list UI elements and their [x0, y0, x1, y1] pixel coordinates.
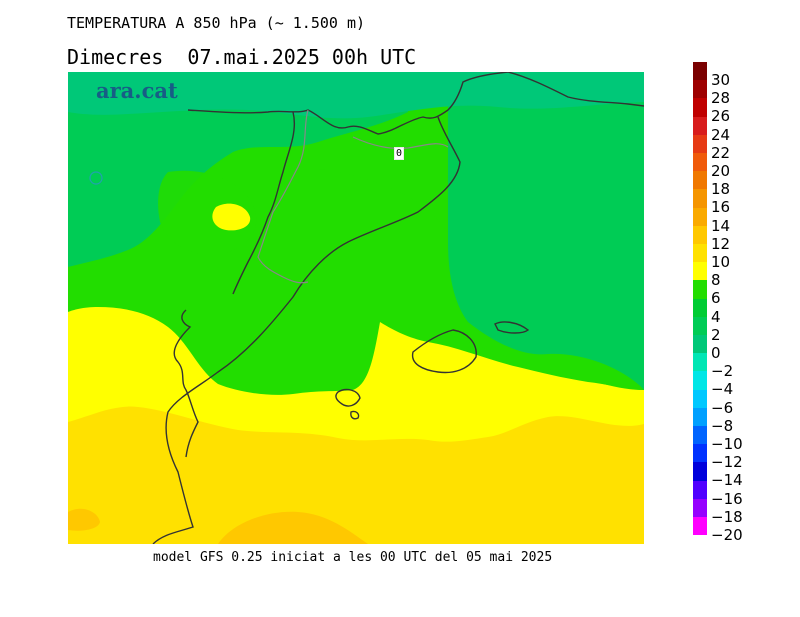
legend-swatch	[693, 189, 707, 208]
band-6-8-pocket	[212, 203, 251, 231]
legend-swatch	[693, 116, 707, 135]
legend-label: 12	[711, 234, 731, 253]
band-0-2	[68, 72, 644, 119]
temperature-map: ara.cat 0	[68, 72, 644, 544]
legend-swatch	[693, 225, 707, 244]
legend-label: −16	[711, 489, 743, 508]
coast-catalonia	[152, 116, 461, 544]
map-title: TEMPERATURA A 850 hPa (~ 1.500 m)	[67, 14, 366, 32]
legend-label: 24	[711, 125, 731, 144]
legend-swatch	[693, 280, 707, 299]
band-4-6-pocket	[158, 170, 257, 255]
legend-swatch	[693, 80, 707, 99]
provincial-borders	[257, 109, 449, 284]
balearic-islands	[335, 321, 530, 420]
legend-label: −6	[711, 398, 734, 417]
border-gray-2	[352, 136, 449, 149]
contour-label: 0	[394, 147, 405, 160]
legend-label: 14	[711, 216, 731, 235]
legend-swatch	[693, 444, 707, 463]
legend-label: 2	[711, 325, 721, 344]
legend-label: −8	[711, 416, 734, 435]
legend-label: −4	[711, 380, 734, 399]
color-legend	[693, 62, 707, 554]
legend-label: 18	[711, 180, 731, 199]
legend-swatch	[693, 480, 707, 499]
legend-label: 20	[711, 162, 731, 180]
band-10-12-west	[68, 508, 100, 531]
legend-label: 6	[711, 289, 721, 308]
band-2-4-west	[68, 72, 408, 267]
lake-marker	[89, 171, 103, 185]
legend-swatch	[693, 517, 707, 536]
legend-swatch	[693, 353, 707, 372]
island-ibiza	[335, 388, 361, 407]
band-10-12	[218, 511, 368, 544]
coast-mainland	[187, 72, 644, 135]
legend-label: 22	[711, 143, 731, 162]
legend-swatch	[693, 98, 707, 117]
legend-label: 28	[711, 89, 731, 108]
legend-swatch	[693, 335, 707, 354]
legend-label: −14	[711, 471, 743, 490]
island-formentera	[350, 410, 360, 420]
legend-label: 30	[711, 71, 731, 89]
legend-swatch	[693, 298, 707, 317]
legend-label: −12	[711, 453, 743, 472]
legend-label: −18	[711, 507, 743, 526]
legend-swatch	[693, 207, 707, 226]
legend-swatch	[693, 407, 707, 426]
island-menorca	[494, 321, 530, 334]
legend-swatch	[693, 316, 707, 335]
legend-label: −2	[711, 362, 734, 381]
legend-label: −20	[711, 526, 743, 544]
island-mallorca	[411, 329, 477, 374]
legend-label: 8	[711, 271, 721, 290]
legend-label: 16	[711, 198, 731, 217]
temperature-field	[68, 72, 644, 544]
legend-label: −10	[711, 435, 743, 453]
model-caption: model GFS 0.25 iniciat a les 00 UTC del …	[153, 550, 553, 565]
legend-label: 10	[711, 253, 731, 271]
legend-swatch	[693, 389, 707, 408]
legend-swatch	[693, 244, 707, 263]
coast-west	[173, 309, 199, 458]
legend-swatch	[693, 62, 707, 81]
border-france-spain	[232, 111, 295, 295]
legend-swatch	[693, 153, 707, 172]
legend-swatch	[693, 462, 707, 481]
brand-logo: ara.cat	[96, 78, 178, 103]
legend-swatch	[693, 134, 707, 153]
band-2-4-east	[448, 72, 644, 390]
border-gray-1	[257, 109, 309, 284]
legend-label: 4	[711, 307, 721, 326]
map-datetime: Dimecres 07.mai.2025 00h UTC	[67, 45, 417, 69]
legend-label: 26	[711, 107, 731, 126]
legend-labels: 30 28 26 24 22 20 18 16 14 12 10 8 6 4 2 0 −2 −4 −6 −8 −10 −1…	[711, 62, 791, 562]
legend-label: 0	[711, 344, 721, 362]
legend-swatch	[693, 171, 707, 190]
legend-swatch	[693, 498, 707, 517]
coastlines	[152, 72, 644, 544]
legend-swatch	[693, 371, 707, 390]
legend-swatch	[693, 426, 707, 445]
legend-swatch	[693, 262, 707, 281]
